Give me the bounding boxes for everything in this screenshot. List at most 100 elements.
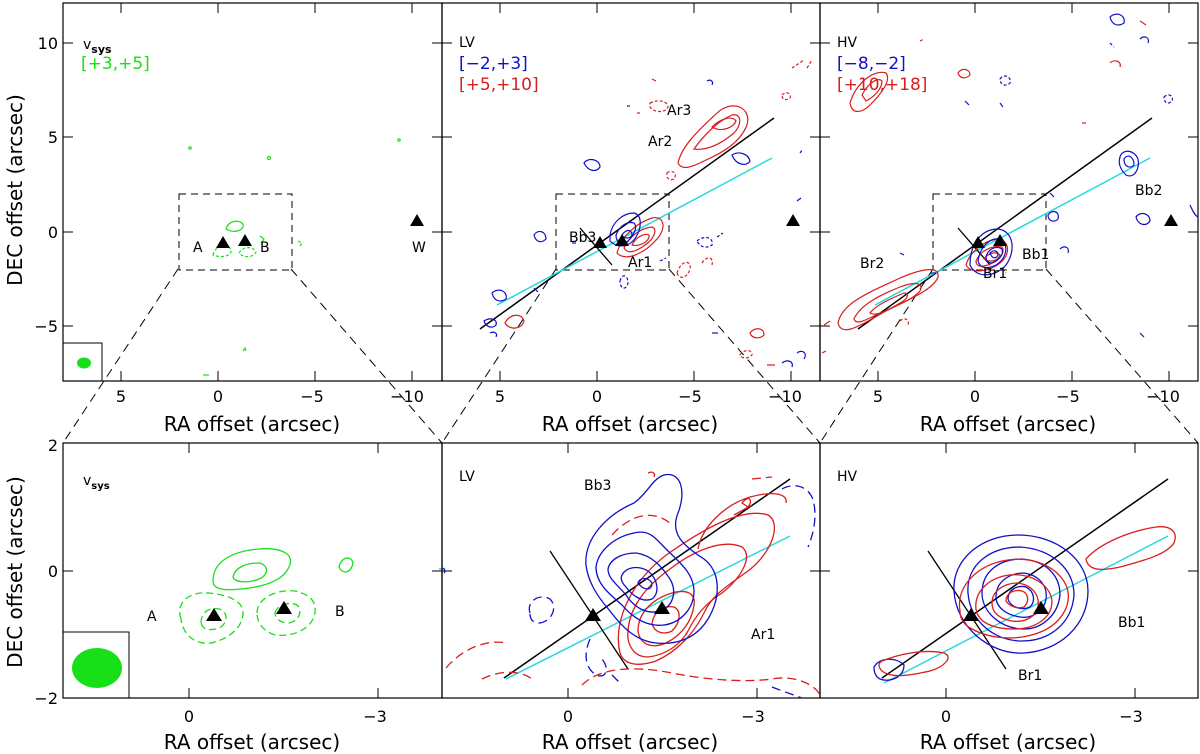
annot-ar3: Ar3 [667,103,691,119]
source-b-marker [238,234,252,246]
panel-top-left: vsys [+3,+5] A B W [62,2,443,382]
ytick-label: −5 [34,317,58,336]
tick-labels: 10 5 0 −5 5 0 −5 −10 5 0 −5 −10 5 0 −5 −… [34,34,1179,726]
annot-br2: Br2 [860,256,884,272]
zoom-connectors [62,268,1199,444]
y-axis-title-bottom: DEC offset (arcsec) [3,476,27,668]
source-marker [963,608,979,621]
jet-axis-black [881,478,1169,679]
panel-frame [819,2,1199,382]
xtick-label: 0 [592,387,602,406]
xtick-label: 5 [495,387,505,406]
xtick-label: −5 [678,387,702,406]
x-axis-title-p1: RA offset (arcsec) [164,412,340,436]
ytick-label: 2 [48,436,58,455]
jet-axis-cyan [883,535,1169,684]
green-contour-solid [225,220,244,232]
source-b-marker [276,601,292,614]
xtick-label: −10 [390,387,424,406]
panel-bottom-left: vsys A B [62,442,443,699]
ytick-label: 10 [38,34,58,53]
perpendicular-line [549,550,629,670]
range-label-blue: [−8,−2] [837,54,906,74]
jet-axis-black [857,117,1153,330]
annot-br1: Br1 [983,266,1007,282]
source-marker [786,214,800,226]
range-label-red: [+10,+18] [837,75,927,95]
tick-marks [820,3,1198,381]
ytick-label: −2 [34,689,58,708]
annot-bb3: Bb3 [584,478,611,494]
beam-box [62,342,103,382]
range-label-green: [+3,+5] [81,54,150,74]
source-marker [1164,214,1178,226]
xtick-label: 0 [970,387,980,406]
label-vsys-sub: sys [91,43,112,56]
tick-marks [820,443,1198,698]
xtick-label: −3 [363,707,387,726]
annot-ar2: Ar2 [648,134,672,150]
xtick-label: −3 [1119,707,1143,726]
source-marker [1033,601,1049,614]
source-label-w: W [412,240,426,256]
source-label-b: B [260,240,270,256]
xtick-label: −3 [741,707,765,726]
label-hv: HV [837,35,858,51]
source-markers [593,214,800,248]
source-marker [585,608,601,621]
green-contour-dashed [212,245,232,258]
xtick-label: 5 [116,387,126,406]
label-lv: LV [459,469,475,485]
annot-b: B [335,604,345,620]
panel-top-middle: LV [−2,+3] [+5,+10] [441,2,821,382]
source-markers [216,214,424,248]
source-a-marker [206,608,222,621]
beam-ellipse [77,357,91,369]
x-axis-title-p2: RA offset (arcsec) [542,412,718,436]
annot-bb1: Bb1 [1022,247,1049,263]
source-marker [615,234,629,246]
tick-marks [442,3,820,381]
y-axis-title-top: DEC offset (arcsec) [3,94,27,286]
source-marker [654,601,670,614]
annot-a: A [147,609,157,625]
x-axis-title-p5: RA offset (arcsec) [542,730,718,754]
xtick-label: 0 [213,387,223,406]
xtick-label: −5 [1056,387,1080,406]
panel-bottom-right: HV Bb1 Br1 [819,442,1199,699]
xtick-label: −5 [300,387,324,406]
xtick-label: −10 [768,387,802,406]
source-w-marker [410,214,424,226]
source-marker [593,236,607,248]
green-contour-dashed [238,247,257,258]
tick-marks [442,443,820,698]
source-a-marker [216,236,230,248]
tick-marks [63,443,442,698]
source-label-a: A [193,240,203,256]
blue-contours [483,79,806,368]
tick-marks [63,3,442,381]
range-label-red: [+5,+10] [459,75,539,95]
beam-ellipse [72,648,122,688]
zoom-box [555,193,670,271]
source-markers [971,214,1178,248]
annot-bb2: Bb2 [1135,183,1162,199]
ytick-label: 0 [48,562,58,581]
xtick-label: 0 [184,707,194,726]
beam-box [62,631,130,699]
perpendicular-line [927,550,1007,670]
blue-contours [441,474,816,699]
xtick-label: −10 [1146,387,1180,406]
ytick-label: 0 [48,223,58,242]
source-markers [206,601,292,621]
xtick-label: 0 [941,707,951,726]
x-axis-title-p4: RA offset (arcsec) [164,730,340,754]
x-axis-title-p3: RA offset (arcsec) [920,412,1096,436]
zoom-box [178,193,293,271]
source-markers [585,601,670,621]
source-marker [971,236,985,248]
annot-ar1: Ar1 [628,255,652,271]
red-contours [445,471,821,696]
ytick-label: 5 [48,128,58,147]
source-markers [963,601,1049,621]
